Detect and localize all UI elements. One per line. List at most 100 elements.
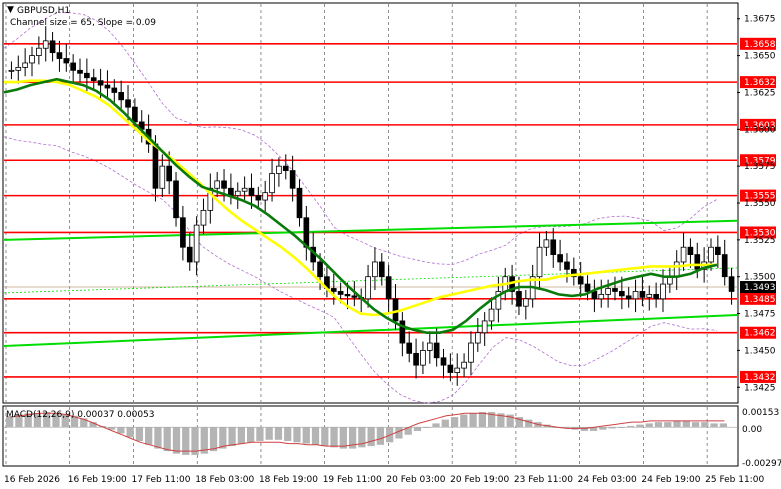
candle-body xyxy=(234,190,241,197)
macd-histogram-bar xyxy=(33,413,42,428)
candle-body xyxy=(673,261,680,278)
candle-body xyxy=(15,66,22,71)
macd-histogram-bar xyxy=(552,427,561,428)
candle-body xyxy=(42,40,49,49)
candle-body xyxy=(488,308,495,322)
candle-body xyxy=(708,246,714,263)
macd-signal-line xyxy=(10,412,725,452)
time-tick-label: 24 Feb 03:00 xyxy=(578,475,637,485)
macd-histogram-bar xyxy=(24,413,32,428)
candle-body xyxy=(241,187,248,192)
candle-body xyxy=(625,295,632,300)
candles xyxy=(8,26,735,386)
macd-histogram-bar xyxy=(423,427,431,428)
current-price-label: 1.3493 xyxy=(744,283,776,293)
candle-body xyxy=(392,298,399,322)
candle-body xyxy=(715,246,721,255)
level-tag-label: 1.3432 xyxy=(744,373,776,383)
level-tag-label: 1.3530 xyxy=(744,228,776,238)
candle-body xyxy=(694,254,701,270)
macd-histogram-bar xyxy=(589,427,598,431)
price-tick-label: 1.3675 xyxy=(744,15,776,25)
candle-body xyxy=(612,288,618,292)
candle-body xyxy=(728,276,735,292)
fast-moving-average-line xyxy=(3,77,718,334)
candle-body xyxy=(173,180,179,219)
level-tag-label: 1.3485 xyxy=(744,295,776,305)
time-tick-label: 18 Feb 19:00 xyxy=(259,475,318,485)
candle-body xyxy=(660,283,666,300)
macd-histogram-bar xyxy=(6,415,14,428)
candle-body xyxy=(468,342,474,363)
level-tag xyxy=(740,226,776,239)
candle-body xyxy=(262,192,269,201)
candle-body xyxy=(193,224,200,263)
candle-body xyxy=(22,62,28,68)
candle-body xyxy=(289,170,296,189)
macd-histogram-bar xyxy=(70,415,79,428)
macd-histogram-bar xyxy=(330,427,338,448)
candle-body xyxy=(111,87,118,93)
level-tag xyxy=(740,292,776,305)
candle-body xyxy=(420,350,426,366)
candle-body xyxy=(337,291,344,295)
candle-body xyxy=(721,254,728,278)
macd-histogram-bar xyxy=(265,427,273,440)
level-tag xyxy=(740,370,776,383)
macd-histogram-bar xyxy=(126,427,134,438)
macd-histogram-bar xyxy=(664,422,672,428)
time-tick-label: 19 Feb 11:00 xyxy=(323,475,382,485)
candle-body xyxy=(605,288,611,295)
candle-body xyxy=(687,246,694,255)
macd-histogram-bar xyxy=(450,417,459,428)
candle-body xyxy=(282,165,289,171)
candle-body xyxy=(619,291,625,297)
macd-histogram-bar xyxy=(237,427,245,444)
macd-histogram-bar xyxy=(219,427,227,449)
candle-body xyxy=(461,361,467,369)
macd-histogram-bar xyxy=(302,427,310,444)
candle-body xyxy=(591,291,598,300)
candle-body xyxy=(584,283,591,292)
candle-body xyxy=(372,261,378,278)
candle-body xyxy=(221,180,227,189)
candle-body xyxy=(97,80,104,86)
candle-body xyxy=(680,246,687,263)
macd-histogram-bar xyxy=(209,427,218,452)
symbol-dropdown-icon[interactable]: ▼ xyxy=(7,5,14,15)
macd-histogram-bar xyxy=(200,427,208,454)
candle-body xyxy=(29,55,35,64)
candle-body xyxy=(152,143,159,189)
macd-histogram-bar xyxy=(413,427,422,431)
price-tick-label: 1.3450 xyxy=(744,346,776,356)
macd-histogram-bar xyxy=(321,427,329,447)
time-tick-label: 20 Feb 19:00 xyxy=(450,475,509,485)
regression-channel xyxy=(3,219,738,347)
channel-lower-line xyxy=(3,314,738,347)
macd-histogram-bar xyxy=(117,427,125,434)
macd-histogram-bar xyxy=(710,423,718,428)
macd-histogram-bar xyxy=(432,423,440,428)
level-tag xyxy=(740,154,776,167)
macd-histogram-bar xyxy=(395,427,403,439)
level-tag-label: 1.3658 xyxy=(744,40,776,50)
time-tick-label: 17 Feb 11:00 xyxy=(131,475,190,485)
candle-body xyxy=(639,291,646,298)
macd-histogram-bar xyxy=(191,427,199,455)
macd-histogram-bar xyxy=(348,427,357,449)
price-tick-label: 1.3600 xyxy=(744,125,776,135)
time-tick-label: 20 Feb 03:00 xyxy=(386,475,445,485)
candle-body xyxy=(296,187,303,219)
candle-body xyxy=(406,342,413,354)
grid xyxy=(5,4,708,465)
macd-histogram-bar xyxy=(293,427,301,443)
candle-body xyxy=(56,52,63,59)
level-tag-label: 1.3462 xyxy=(744,329,776,339)
macd-histogram-bar xyxy=(617,427,626,428)
candle-body xyxy=(84,72,90,79)
macd-histogram-bar xyxy=(673,420,681,428)
candle-body xyxy=(516,291,522,307)
price-tick-label: 1.3650 xyxy=(744,52,776,62)
